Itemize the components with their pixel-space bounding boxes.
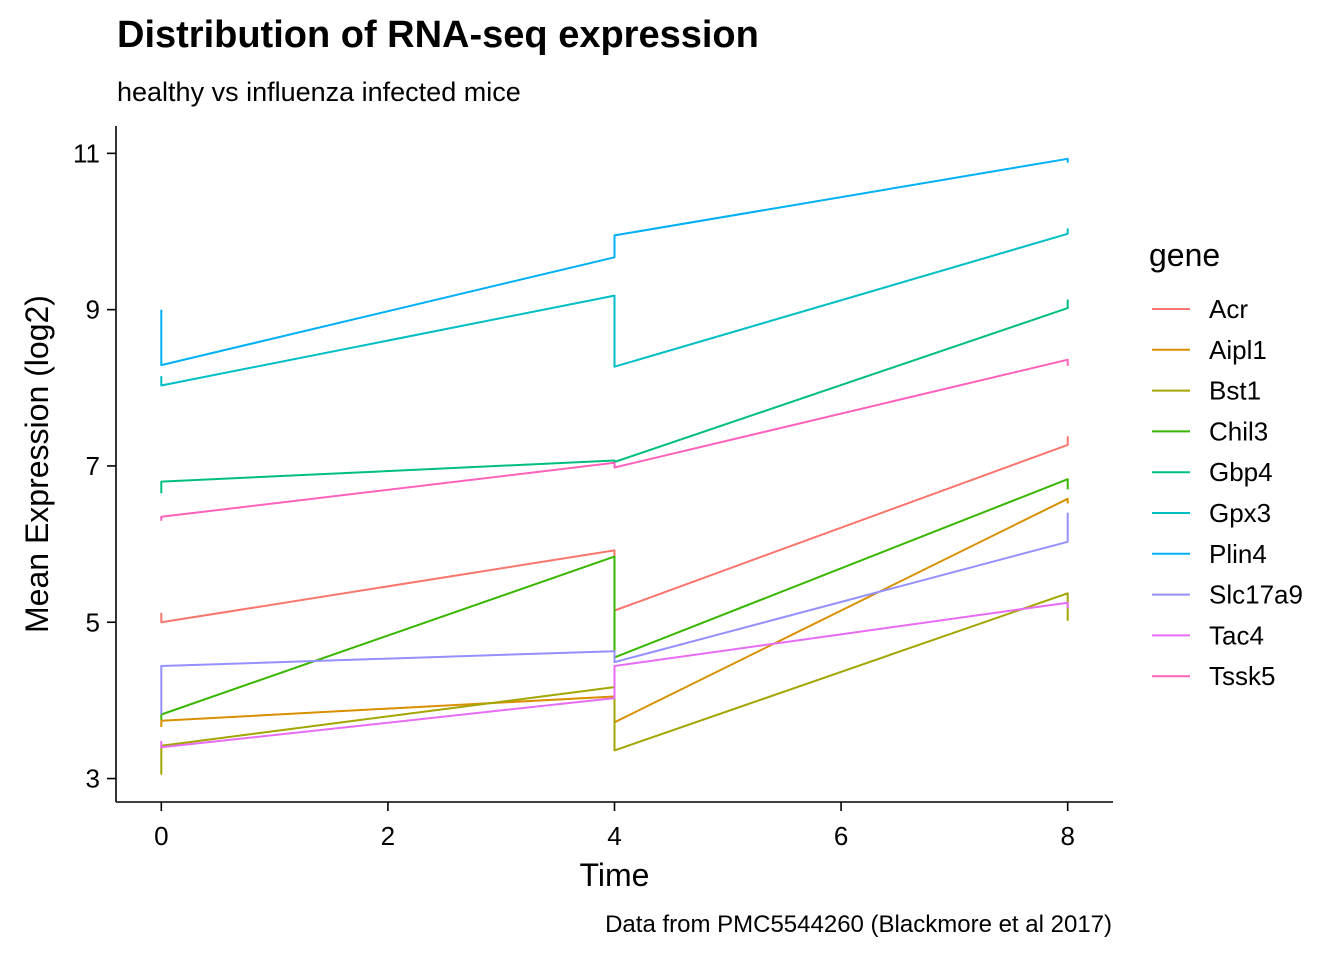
series-line-bst1 bbox=[160, 592, 1069, 775]
legend-title: gene bbox=[1149, 237, 1220, 273]
x-tick-label: 2 bbox=[381, 821, 395, 851]
chart-title: Distribution of RNA-seq expression bbox=[117, 14, 759, 56]
y-tick-label: 3 bbox=[86, 764, 100, 794]
series-line-gpx3 bbox=[160, 228, 1069, 387]
series-line-tac4 bbox=[160, 601, 1069, 749]
y-tick-label: 9 bbox=[86, 295, 100, 325]
legend: gene Acr Aipl1 Bst1 Chil3 Gbp4 Gpx3 Plin4 Slc17… bbox=[1149, 237, 1303, 691]
legend-label-bst1: Bst1 bbox=[1209, 376, 1261, 406]
axis-ticks: 0 2 4 6 8 3 5 7 9 11 bbox=[73, 138, 1075, 851]
series-line-gbp4 bbox=[160, 299, 1069, 494]
series-lines bbox=[160, 157, 1069, 775]
x-tick-label: 6 bbox=[834, 821, 848, 851]
legend-label-tssk5: Tssk5 bbox=[1209, 661, 1275, 691]
legend-label-slc17a9: Slc17a9 bbox=[1209, 580, 1303, 610]
x-tick-label: 8 bbox=[1060, 821, 1074, 851]
legend-label-gbp4: Gbp4 bbox=[1209, 457, 1273, 487]
series-line-tssk5 bbox=[160, 358, 1069, 521]
y-tick-label: 11 bbox=[73, 138, 100, 168]
series-line-slc17a9 bbox=[160, 512, 1069, 715]
legend-label-plin4: Plin4 bbox=[1209, 539, 1267, 569]
series-line-chil3 bbox=[160, 478, 1069, 720]
x-tick-label: 4 bbox=[607, 821, 621, 851]
legend-label-acr: Acr bbox=[1209, 294, 1248, 324]
chart-subtitle: healthy vs influenza infected mice bbox=[117, 77, 521, 107]
legend-label-chil3: Chil3 bbox=[1209, 416, 1268, 446]
legend-label-gpx3: Gpx3 bbox=[1209, 498, 1271, 528]
y-tick-label: 5 bbox=[86, 607, 100, 637]
x-axis-title: Time bbox=[580, 857, 650, 893]
x-tick-label: 0 bbox=[154, 821, 168, 851]
series-line-plin4 bbox=[160, 157, 1069, 367]
legend-label-aipl1: Aipl1 bbox=[1209, 335, 1267, 365]
legend-label-tac4: Tac4 bbox=[1209, 620, 1264, 650]
y-axis-title: Mean Expression (log2) bbox=[19, 295, 55, 633]
y-tick-label: 7 bbox=[86, 451, 100, 481]
chart-caption: Data from PMC5544260 (Blackmore et al 20… bbox=[605, 911, 1112, 938]
